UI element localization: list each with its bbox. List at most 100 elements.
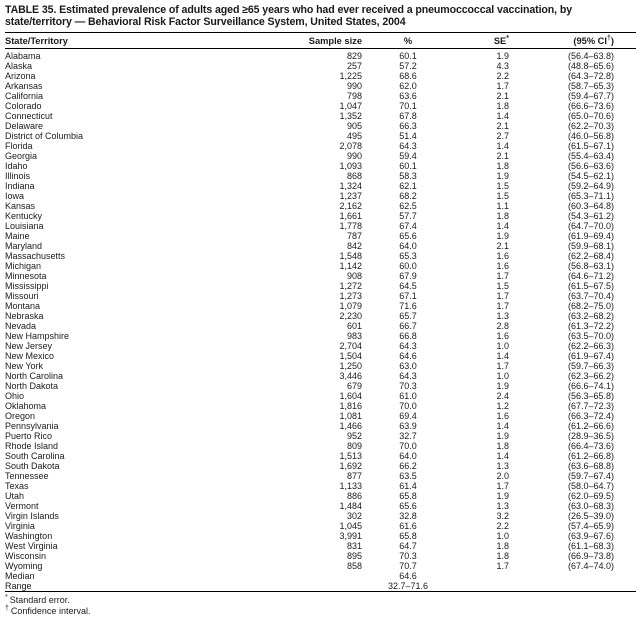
cell-percent: 69.4 bbox=[399, 410, 417, 421]
cell-se: 4.3 bbox=[496, 60, 509, 71]
cell-percent: 70.7 bbox=[399, 560, 417, 571]
cell-ci: (65.0–70.6) bbox=[567, 110, 614, 121]
cell-percent: 68.2 bbox=[399, 190, 417, 201]
cell-percent: 32.7 bbox=[399, 430, 417, 441]
cell-state: Virginia bbox=[5, 520, 35, 531]
cell-se: 1.9 bbox=[496, 170, 509, 181]
cell-state: Georgia bbox=[5, 150, 38, 161]
cell-sample-size: 1,272 bbox=[339, 280, 362, 291]
cell-sample-size: 983 bbox=[346, 330, 362, 341]
cell-ci: (56.6–63.6) bbox=[567, 160, 614, 171]
cell-se: 1.9 bbox=[496, 430, 509, 441]
cell-ci: (63.0–68.3) bbox=[567, 500, 614, 511]
cell-se: 2.2 bbox=[496, 520, 509, 531]
table-row: South Dakota 1,692 66.2 1.3 (63.6–68.8) bbox=[5, 461, 636, 471]
cell-ci: (60.3–64.8) bbox=[567, 200, 614, 211]
table-row: Maine 787 65.6 1.9 (61.9–69.4) bbox=[5, 231, 636, 241]
cell-state: Washington bbox=[5, 530, 53, 541]
table-row: Missouri 1,273 67.1 1.7 (63.7–70.4) bbox=[5, 291, 636, 301]
cell-se: 1.6 bbox=[496, 410, 509, 421]
cell-state: Alaska bbox=[5, 60, 33, 71]
cell-percent: 66.7 bbox=[399, 320, 417, 331]
cell-sample-size: 495 bbox=[346, 130, 362, 141]
cell-ci: (61.1–68.3) bbox=[567, 540, 614, 551]
cell-state: Missouri bbox=[5, 290, 39, 301]
se-label: SE bbox=[493, 35, 507, 46]
cell-sample-size: 1,816 bbox=[339, 400, 362, 411]
cell-sample-size: 908 bbox=[346, 270, 362, 281]
cell-se: 1.9 bbox=[496, 230, 509, 241]
cell-percent: 58.3 bbox=[399, 170, 417, 181]
table-row: Tennessee 877 63.5 2.0 (59.7–67.4) bbox=[5, 471, 636, 481]
cell-percent: 64.6 bbox=[399, 350, 417, 361]
cell-state: Iowa bbox=[5, 190, 25, 201]
table-row: Puerto Rico 952 32.7 1.9 (28.9–36.5) bbox=[5, 431, 636, 441]
cell-se: 1.2 bbox=[496, 400, 509, 411]
table-row: Delaware 905 66.3 2.1 (62.2–70.3) bbox=[5, 121, 636, 131]
table-row: Michigan 1,142 60.0 1.6 (56.8–63.1) bbox=[5, 261, 636, 271]
cell-sample-size: 1,484 bbox=[339, 500, 362, 511]
cell-state: Pennsylvania bbox=[5, 420, 59, 431]
table-row: Oregon 1,081 69.4 1.6 (66.3–72.4) bbox=[5, 411, 636, 421]
cell-state: New York bbox=[5, 360, 44, 371]
asterisk-marker: * bbox=[5, 593, 8, 601]
cell-ci: (59.9–68.1) bbox=[567, 240, 614, 251]
table-row: Massachusetts 1,548 65.3 1.6 (62.2–68.4) bbox=[5, 251, 636, 261]
cell-se: 1.7 bbox=[496, 480, 509, 491]
col-header-ci: (95% CI†) bbox=[509, 33, 636, 49]
cell-percent: 64.0 bbox=[399, 450, 417, 461]
cell-percent: 70.3 bbox=[399, 550, 417, 561]
cell-percent: 70.0 bbox=[399, 440, 417, 451]
cell-sample-size: 798 bbox=[346, 90, 362, 101]
cell-se: 1.4 bbox=[496, 220, 509, 231]
cell-se: 1.9 bbox=[496, 380, 509, 391]
cell-ci: (61.2–66.8) bbox=[567, 450, 614, 461]
table-row: Arizona 1,225 68.6 2.2 (64.3–72.8) bbox=[5, 71, 636, 81]
cell-percent: 70.1 bbox=[399, 100, 417, 111]
cell-percent: 64.0 bbox=[399, 240, 417, 251]
table-row: Oklahoma 1,816 70.0 1.2 (67.7–72.3) bbox=[5, 401, 636, 411]
summary-row: Range 32.7–71.6 bbox=[5, 581, 636, 592]
cell-se: 2.1 bbox=[496, 120, 509, 131]
footnote-text: Standard error. bbox=[9, 594, 70, 605]
cell-sample-size: 1,504 bbox=[339, 350, 362, 361]
cell-se: 1.7 bbox=[496, 270, 509, 281]
cell-percent: 64.3 bbox=[399, 340, 417, 351]
cell-state: Puerto Rico bbox=[5, 430, 53, 441]
cell-percent: 66.2 bbox=[399, 460, 417, 471]
cell-percent: 67.9 bbox=[399, 270, 417, 281]
cell-state: Rhode Island bbox=[5, 440, 59, 451]
cell-se: 1.4 bbox=[496, 140, 509, 151]
cell-percent: 61.0 bbox=[399, 390, 417, 401]
cell-sample-size: 302 bbox=[346, 510, 362, 521]
cell-ci: (67.4–74.0) bbox=[567, 560, 614, 571]
cell-ci: (59.4–67.7) bbox=[567, 90, 614, 101]
cell-sample-size: 2,162 bbox=[339, 200, 362, 211]
cell-sample-size: 868 bbox=[346, 170, 362, 181]
table-row: West Virginia 831 64.7 1.8 (61.1–68.3) bbox=[5, 541, 636, 551]
cell-ci: (63.5–70.0) bbox=[567, 330, 614, 341]
table-row: Illinois 868 58.3 1.9 (54.5–62.1) bbox=[5, 171, 636, 181]
cell-se: 1.8 bbox=[496, 160, 509, 171]
cell-state: North Dakota bbox=[5, 380, 59, 391]
table-row: Wyoming 858 70.7 1.7 (67.4–74.0) bbox=[5, 561, 636, 571]
cell-ci: (59.2–64.9) bbox=[567, 180, 614, 191]
cell-percent: 51.4 bbox=[399, 130, 417, 141]
cell-se bbox=[454, 571, 509, 581]
cell-state: Nebraska bbox=[5, 310, 44, 321]
cell-percent: 61.4 bbox=[399, 480, 417, 491]
cell-ci: (46.0–56.8) bbox=[567, 130, 614, 141]
cell-state: Vermont bbox=[5, 500, 39, 511]
table-row: Colorado 1,047 70.1 1.8 (66.6–73.6) bbox=[5, 101, 636, 111]
cell-state: Minnesota bbox=[5, 270, 47, 281]
cell-state: Virgin Islands bbox=[5, 510, 59, 521]
cell-ci: (64.3–72.8) bbox=[567, 70, 614, 81]
table-row: Kansas 2,162 62.5 1.1 (60.3–64.8) bbox=[5, 201, 636, 211]
cell-ci: (66.3–72.4) bbox=[567, 410, 614, 421]
ci-footnote-marker: † bbox=[606, 34, 611, 42]
cell-state: Wisconsin bbox=[5, 550, 47, 561]
cell-ci: (54.5–62.1) bbox=[567, 170, 614, 181]
ci-label-close: ) bbox=[610, 35, 614, 46]
cell-state: Oklahoma bbox=[5, 400, 47, 411]
cell-sample-size: 1,081 bbox=[339, 410, 362, 421]
